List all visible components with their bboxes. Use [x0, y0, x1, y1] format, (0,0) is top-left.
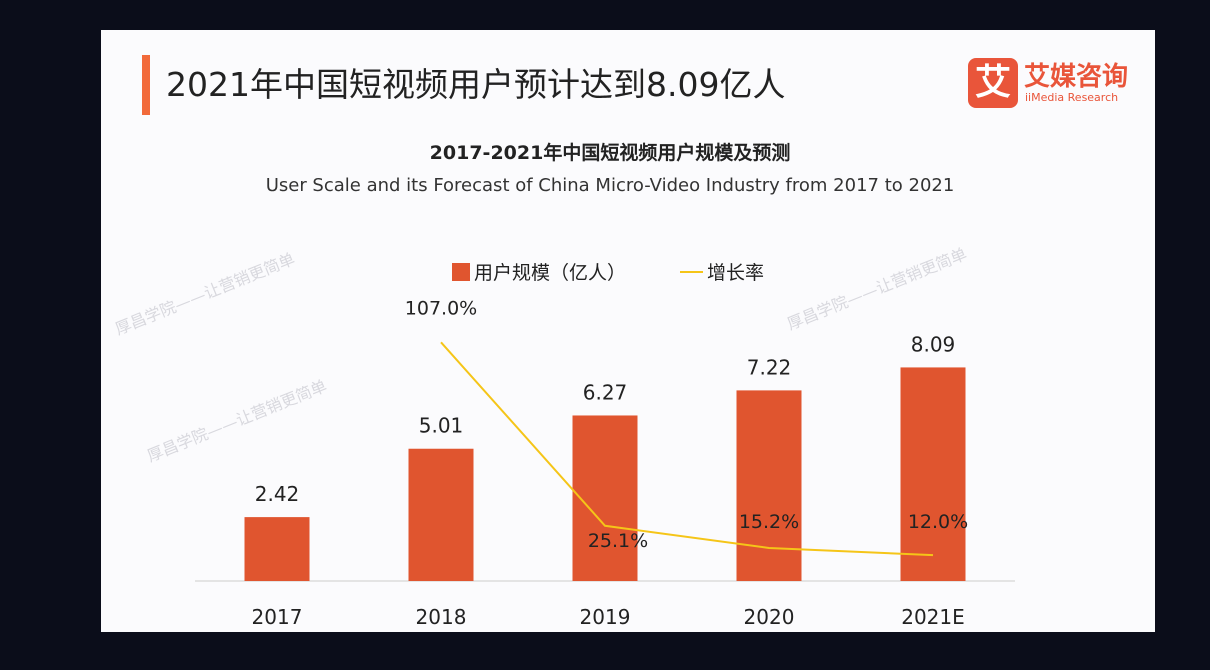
x-tick-label: 2018 — [416, 605, 467, 629]
watermark: 厚昌学院——让营销更简单 — [144, 376, 329, 466]
legend-bar-swatch — [452, 263, 470, 281]
line-value-label: 107.0% — [405, 297, 477, 319]
bar-value-label: 5.01 — [419, 414, 464, 438]
x-tick-label: 2020 — [744, 605, 795, 629]
bar — [900, 367, 966, 581]
line-value-label: 12.0% — [908, 511, 968, 533]
bar — [408, 448, 474, 581]
bar-value-label: 7.22 — [747, 355, 792, 379]
line-value-label: 15.2% — [739, 511, 799, 533]
bar-value-label: 6.27 — [583, 380, 628, 404]
bar — [244, 517, 310, 581]
legend-line-label: 增长率 — [707, 262, 764, 284]
x-tick-label: 2021E — [901, 605, 965, 629]
watermark: 厚昌学院——让营销更简单 — [112, 249, 297, 339]
logo-name-cn: 艾媒咨询 — [1024, 62, 1129, 92]
bar — [736, 390, 802, 581]
legend-bar-label: 用户规模（亿人） — [474, 262, 626, 284]
growth-rate-line — [440, 341, 934, 557]
bar-value-label: 2.42 — [255, 482, 300, 506]
bar — [572, 415, 638, 581]
line-value-label: 25.1% — [588, 530, 648, 552]
x-tick-label: 2019 — [580, 605, 631, 629]
chart-subtitle: User Scale and its Forecast of China Mic… — [265, 175, 955, 196]
chart-title: 2017-2021年中国短视频用户规模及预测 — [429, 142, 791, 164]
x-tick-label: 2017 — [252, 605, 303, 629]
imedia-logo-icon: 艾 — [968, 58, 1018, 108]
title-accent-bar — [142, 55, 150, 115]
bar-value-label: 8.09 — [911, 332, 956, 356]
page-title: 2021年中国短视频用户预计达到8.09亿人 — [166, 65, 786, 104]
watermark: 厚昌学院——让营销更简单 — [784, 244, 969, 334]
logo-name-en: iiMedia Research — [1025, 91, 1119, 104]
